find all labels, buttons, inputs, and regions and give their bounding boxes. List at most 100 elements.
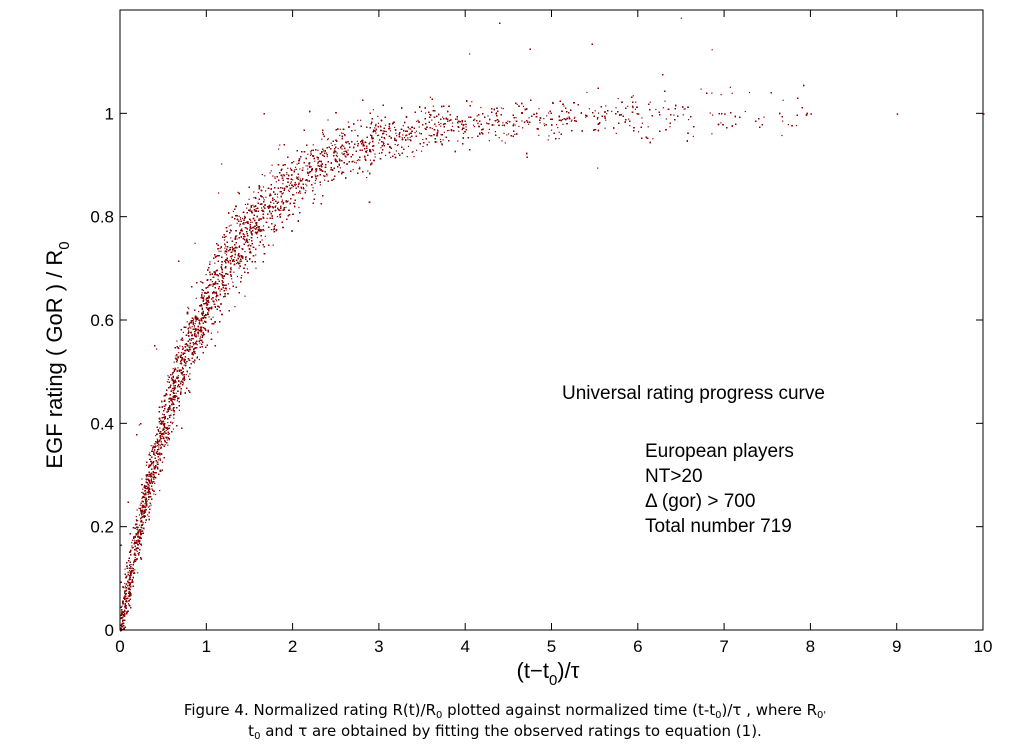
- scatter-point: [390, 156, 392, 158]
- scatter-point: [502, 122, 504, 124]
- scatter-point: [141, 507, 143, 509]
- scatter-point: [248, 244, 250, 246]
- scatter-point: [189, 373, 191, 375]
- scatter-point: [720, 94, 722, 96]
- scatter-point: [638, 131, 640, 133]
- scatter-point: [310, 166, 312, 168]
- scatter-point: [385, 130, 387, 133]
- scatter-point: [402, 134, 404, 136]
- scatter-point: [435, 125, 437, 127]
- scatter-point: [290, 167, 292, 169]
- scatter-point: [289, 182, 292, 184]
- scatter-point: [295, 183, 297, 185]
- scatter-point: [273, 199, 275, 201]
- scatter-point: [165, 429, 167, 431]
- scatter-point: [334, 144, 336, 146]
- scatter-point: [195, 334, 197, 336]
- scatter-point: [270, 229, 273, 231]
- scatter-point: [212, 316, 214, 318]
- scatter-point: [548, 135, 550, 137]
- scatter-point: [243, 223, 245, 225]
- scatter-point: [430, 135, 432, 137]
- scatter-point: [285, 206, 287, 208]
- scatter-point: [122, 620, 124, 623]
- scatter-point: [311, 170, 313, 172]
- scatter-point: [135, 516, 137, 518]
- scatter-point: [551, 129, 553, 131]
- scatter-point: [298, 176, 300, 178]
- scatter-point: [563, 105, 565, 107]
- scatter-point: [124, 585, 126, 587]
- scatter-point: [347, 149, 349, 151]
- scatter-point: [134, 535, 136, 537]
- scatter-point: [372, 148, 374, 151]
- scatter-point: [604, 127, 606, 129]
- scatter-point: [174, 388, 176, 390]
- scatter-point: [281, 175, 283, 177]
- scatter-point: [299, 168, 301, 170]
- scatter-point: [662, 107, 664, 109]
- scatter-point: [195, 320, 197, 322]
- scatter-point: [215, 292, 217, 294]
- scatter-point: [299, 178, 301, 180]
- scatter-point: [157, 459, 159, 461]
- scatter-point: [692, 135, 694, 137]
- scatter-point: [182, 374, 184, 376]
- scatter-point: [152, 481, 154, 483]
- scatter-point: [147, 506, 150, 508]
- scatter-point: [173, 417, 175, 419]
- scatter-point: [261, 229, 263, 231]
- scatter-point: [418, 126, 420, 128]
- scatter-point: [440, 134, 442, 136]
- scatter-point: [263, 199, 265, 201]
- scatter-point: [176, 376, 178, 378]
- scatter-point: [145, 497, 147, 499]
- scatter-point: [177, 355, 179, 357]
- scatter-point: [336, 152, 338, 154]
- scatter-point: [218, 192, 220, 194]
- scatter-point: [487, 115, 489, 117]
- scatter-point: [641, 122, 643, 124]
- scatter-point: [221, 283, 223, 285]
- scatter-point: [255, 254, 257, 256]
- scatter-point: [139, 543, 141, 545]
- scatter-point: [339, 167, 341, 169]
- scatter-point: [182, 377, 184, 379]
- scatter-point: [149, 458, 152, 460]
- scatter-point: [165, 437, 167, 439]
- scatter-point: [384, 138, 386, 140]
- scatter-point: [214, 262, 216, 264]
- scatter-point: [195, 297, 197, 299]
- scatter-point: [164, 444, 166, 446]
- scatter-point: [205, 274, 207, 276]
- scatter-point: [139, 507, 142, 509]
- scatter-point: [133, 539, 135, 541]
- scatter-point: [217, 278, 219, 280]
- scatter-point: [131, 581, 133, 583]
- scatter-point: [148, 473, 150, 475]
- scatter-point: [597, 167, 599, 169]
- scatter-point: [130, 563, 132, 566]
- scatter-point: [171, 401, 173, 403]
- scatter-point: [462, 132, 465, 134]
- scatter-point: [250, 219, 252, 221]
- scatter-point: [411, 151, 413, 153]
- scatter-point: [342, 132, 344, 134]
- scatter-point: [182, 331, 184, 333]
- scatter-point: [377, 134, 380, 136]
- scatter-point: [173, 411, 175, 413]
- scatter-point: [232, 281, 234, 283]
- scatter-point: [154, 443, 156, 445]
- scatter-point: [206, 314, 208, 316]
- scatter-point: [323, 150, 325, 152]
- scatter-point: [238, 267, 240, 269]
- scatter-point: [153, 493, 155, 495]
- scatter-point: [211, 298, 213, 300]
- scatter-point: [389, 130, 391, 132]
- scatter-point: [312, 144, 314, 146]
- scatter-point: [257, 192, 259, 194]
- scatter-point: [416, 120, 418, 123]
- scatter-point: [309, 154, 312, 156]
- scatter-point: [293, 194, 295, 196]
- scatter-point: [131, 567, 133, 569]
